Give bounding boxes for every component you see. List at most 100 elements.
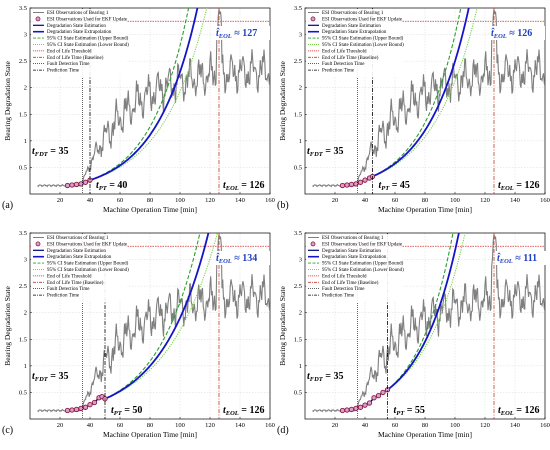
legend-entry: End of Life Time (Baseline) xyxy=(47,56,104,61)
legend-entry: ESI Observations of Bearing 1 xyxy=(47,11,109,16)
x-tick-label: 100 xyxy=(450,197,460,204)
ci-lower-bound-series xyxy=(387,233,466,391)
x-tick-label: 160 xyxy=(540,197,550,204)
y-tick-label: 0.5 xyxy=(294,389,302,396)
legend-entry: End of Life Threshold xyxy=(47,49,92,54)
plot-area xyxy=(305,233,545,419)
ekf-observation-point xyxy=(380,389,386,396)
ekf-observation-point xyxy=(339,407,346,414)
y-axis-label: Bearing Degradation State xyxy=(278,61,287,141)
pt-label: tPT = 50 xyxy=(111,405,142,417)
ekf-observation-point xyxy=(82,179,89,185)
y-tick-label: 3 xyxy=(299,32,302,39)
pt-label: tPT = 55 xyxy=(394,405,425,417)
y-tick-label: 2 xyxy=(299,310,302,317)
x-tick-label: 80 xyxy=(422,197,429,204)
eol-estimate-label: t̂EOL ≈ 126 xyxy=(491,27,532,40)
x-tick-label: 20 xyxy=(57,197,64,204)
eol-estimate-bg xyxy=(489,26,545,40)
x-tick-label: 20 xyxy=(332,422,339,429)
legend-entry: 95% CI State Estimation (Lower Bound) xyxy=(47,268,129,273)
y-axis-label: Bearing Degradation State xyxy=(3,61,12,141)
y-tick-label: 0.5 xyxy=(19,389,27,396)
legend-entry: Degradation State Extrapolation xyxy=(47,255,112,260)
y-tick-label: 1 xyxy=(299,138,302,145)
chart-panel-3: 20 40 60 80 100 120 140 160 0.5 1 1.5 2 2.5 3 3.5 Machi… xyxy=(2,230,275,439)
x-tick-label: 40 xyxy=(362,422,369,429)
ekf-observation-point xyxy=(73,181,80,188)
ekf-observation-point xyxy=(344,182,350,188)
x-tick-label: 100 xyxy=(175,197,185,204)
ci-upper-bound-series xyxy=(387,233,454,391)
eol-label: tEOL = 126 xyxy=(223,180,264,192)
chart-panel-4: 20 40 60 80 100 120 140 160 0.5 1 1.5 2 2.5 3 3.5 Machi… xyxy=(277,230,550,439)
legend-entry: Fault Detection Time xyxy=(47,287,90,292)
y-tick-label: 2 xyxy=(24,310,27,317)
ekf-observation-point xyxy=(82,404,89,410)
legend-entry: Degradation State Estimation xyxy=(322,249,381,254)
legend-entry: 95% CI State Estimation (Upper Bound) xyxy=(322,37,404,42)
legend-entry: End of Life Threshold xyxy=(47,274,92,279)
x-tick-label: 140 xyxy=(235,197,245,204)
y-tick-label: 3 xyxy=(299,257,302,264)
x-tick-label: 140 xyxy=(235,422,245,429)
legend-entry: ESI Observations Used for EKF Update xyxy=(322,242,403,247)
x-tick-label: 80 xyxy=(147,422,154,429)
x-tick-label: 60 xyxy=(392,197,399,204)
ekf-observation-point xyxy=(357,179,364,185)
legend-marker xyxy=(310,241,316,247)
eol-estimate-label: t̂EOL ≈ 127 xyxy=(216,27,257,40)
chart-panel-1: 20 40 60 80 100 120 140 160 0.5 1 1.5 2 2.5 3 3.5 Machi… xyxy=(2,5,275,214)
x-tick-label: 120 xyxy=(205,422,215,429)
legend-entry: End of Life Time (Baseline) xyxy=(47,281,104,286)
legend-entry: 95% CI State Estimation (Lower Bound) xyxy=(322,43,404,48)
y-tick-label: 1 xyxy=(24,363,27,370)
y-tick-label: 2.5 xyxy=(19,58,27,65)
legend-entry: 95% CI State Estimation (Lower Bound) xyxy=(322,268,404,273)
x-tick-label: 120 xyxy=(480,422,490,429)
x-tick-label: 40 xyxy=(362,197,369,204)
y-tick-label: 3.5 xyxy=(19,230,27,237)
ekf-observation-point xyxy=(78,181,84,187)
y-tick-label: 3 xyxy=(24,257,27,264)
y-tick-label: 2.5 xyxy=(19,283,27,290)
eol-label: tEOL = 126 xyxy=(498,180,539,192)
legend-entry: ESI Observations Used for EKF Update xyxy=(47,17,128,22)
legend-entry: Fault Detection Time xyxy=(322,287,365,292)
legend-entry: Degradation State Estimation xyxy=(47,24,106,29)
y-tick-label: 3.5 xyxy=(294,230,302,237)
eol-estimate-label: t̂EOL ≈ 134 xyxy=(216,252,257,265)
x-tick-label: 40 xyxy=(87,197,94,204)
legend-entry: 95% CI State Estimation (Upper Bound) xyxy=(47,37,129,42)
legend-entry: ESI Observations of Bearing 1 xyxy=(322,11,384,16)
y-tick-label: 2 xyxy=(24,85,27,92)
x-axis-label: Machine Operation Time [min] xyxy=(103,430,197,439)
legend-entry: Degradation State Estimation xyxy=(322,24,381,29)
plot-area xyxy=(30,233,270,419)
extrapolation-series xyxy=(104,233,210,400)
legend-entry: Degradation State Extrapolation xyxy=(47,30,112,35)
legend-entry: ESI Observations Used for EKF Update xyxy=(47,242,128,247)
x-tick-label: 120 xyxy=(480,197,490,204)
legend-entry: ESI Observations Used for EKF Update xyxy=(322,17,403,22)
x-tick-label: 60 xyxy=(117,422,124,429)
ekf-observation-point xyxy=(64,407,71,414)
legend-entry: End of Life Threshold xyxy=(322,274,367,279)
pt-label: tPT = 40 xyxy=(96,180,127,192)
x-tick-label: 120 xyxy=(205,197,215,204)
y-tick-label: 3.5 xyxy=(19,5,27,12)
ekf-observation-point xyxy=(357,404,364,410)
legend-marker xyxy=(310,16,316,22)
y-tick-label: 1.5 xyxy=(19,336,27,343)
fdt-label: tFDT = 35 xyxy=(32,146,68,158)
y-tick-label: 2 xyxy=(299,85,302,92)
ekf-observation-point xyxy=(362,402,368,408)
y-tick-label: 1.5 xyxy=(19,111,27,118)
eol-estimate-bg xyxy=(214,26,270,40)
x-tick-label: 100 xyxy=(450,422,460,429)
extrapolation-series xyxy=(89,8,199,182)
ekf-observation-point xyxy=(375,392,382,399)
